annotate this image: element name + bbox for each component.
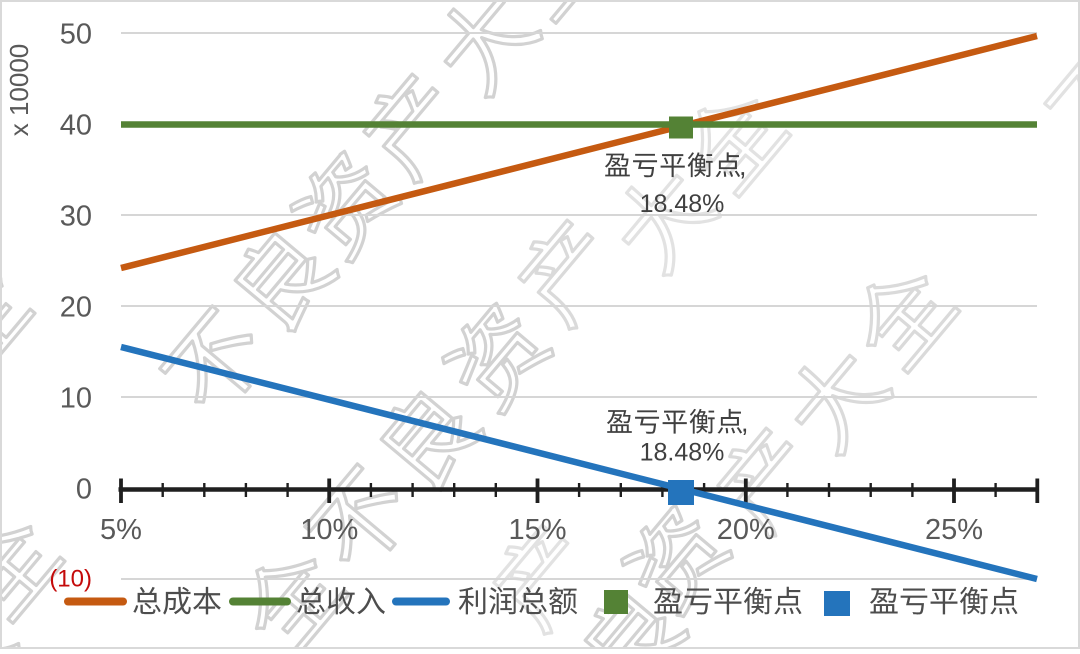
svg-text:(10): (10) [49,566,92,593]
svg-text:25%: 25% [925,514,983,546]
svg-text:18.48%: 18.48% [640,190,725,218]
svg-text:18.48%: 18.48% [640,439,725,467]
svg-text:40: 40 [60,110,92,142]
svg-text:50: 50 [60,19,92,51]
svg-text:,: , [741,408,749,438]
svg-text:5%: 5% [100,514,142,546]
svg-text:20: 20 [60,292,92,324]
svg-text:x 10000: x 10000 [4,44,34,137]
svg-text:10%: 10% [300,514,358,546]
svg-text:10: 10 [60,383,92,415]
svg-text:,: , [739,151,747,181]
svg-text:0: 0 [76,474,92,506]
svg-text:15%: 15% [508,514,566,546]
svg-text:20%: 20% [717,514,775,546]
svg-text:30: 30 [60,201,92,233]
